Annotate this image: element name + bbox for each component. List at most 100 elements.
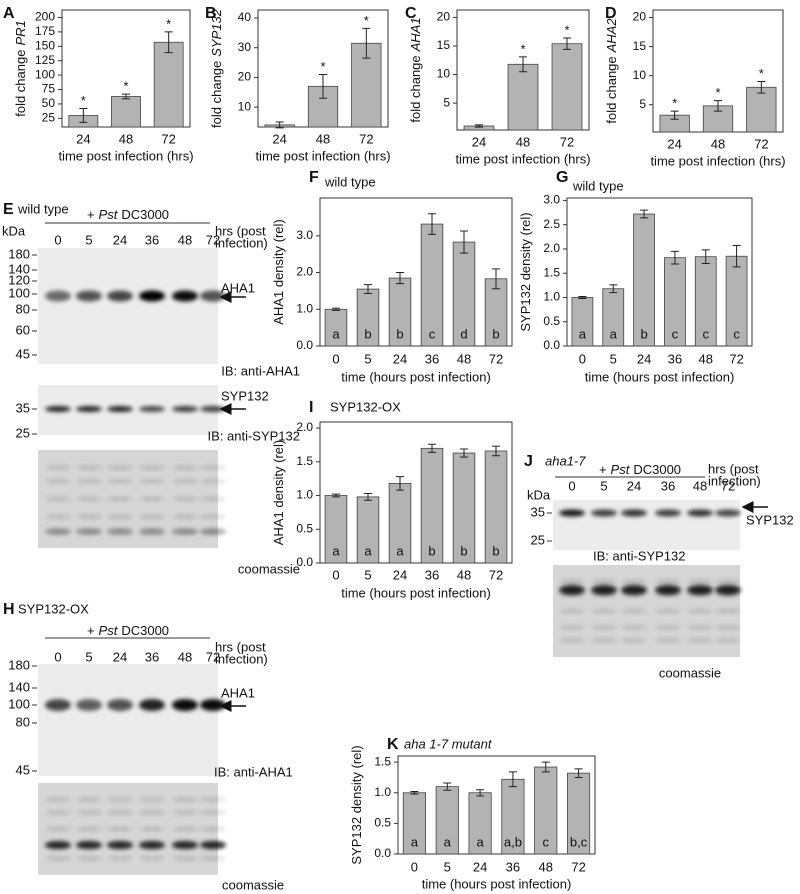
panel-letter: J <box>524 453 533 470</box>
group-letter: a <box>364 543 372 558</box>
significance-mark: * <box>320 59 325 74</box>
lane-label: 5 <box>85 232 92 247</box>
chart-subtitle: SYP132-OX <box>330 399 401 414</box>
band <box>107 290 133 302</box>
error-bar <box>578 296 587 299</box>
y-axis-label-text: fold change <box>13 50 28 117</box>
chart-subtitle: wild type <box>572 178 624 193</box>
y-tick-label: 0.5 <box>296 521 313 535</box>
membrane-caption: IB: anti-SYP132 <box>593 548 686 563</box>
stain-band <box>200 826 226 832</box>
plot-frame <box>319 197 513 347</box>
error-bar <box>640 209 649 219</box>
error-bar <box>519 56 527 73</box>
stain-band <box>45 478 71 484</box>
band <box>45 841 71 849</box>
stain-band <box>45 797 71 803</box>
stain-band <box>139 496 165 502</box>
y-tick-label: 0.0 <box>543 338 560 352</box>
error-bar <box>476 789 485 797</box>
marker-label: 100 <box>8 285 30 300</box>
stain-band <box>621 625 647 631</box>
band <box>715 585 741 595</box>
stain-band <box>107 514 133 520</box>
error-bar <box>362 27 371 59</box>
error-bar <box>460 448 468 458</box>
group-letter: b,c <box>570 834 588 849</box>
band-label: SYP132 <box>746 512 794 527</box>
lane-label: 36 <box>661 478 675 493</box>
time-unit: hrs (post <box>215 639 266 654</box>
y-tick-label: 10 <box>633 68 647 82</box>
x-tick-label: 72 <box>489 351 503 366</box>
x-tick-label: 24 <box>667 136 681 151</box>
y-tick-label: 100 <box>35 67 55 81</box>
marker-label: 45 <box>16 346 30 361</box>
treatment-part: Pst <box>99 623 119 638</box>
treatment-part: Pst <box>99 207 119 222</box>
error-bar <box>364 493 372 501</box>
band <box>139 699 165 711</box>
membrane-caption: IB: anti-AHA1 <box>214 764 293 779</box>
marker-label: 180 <box>8 657 30 672</box>
y-axis-label: fold change SYP132 <box>209 8 224 128</box>
stain-band <box>621 608 647 614</box>
x-tick-label: 24 <box>637 351 651 366</box>
group-letter: b <box>460 543 467 558</box>
stain-band <box>655 637 681 643</box>
group-letter: a <box>476 834 484 849</box>
y-axis-label: AHA1 density (rel) <box>271 440 286 545</box>
group-letter: b <box>492 543 499 558</box>
band-label: SYP132 <box>221 388 269 403</box>
stain-band <box>687 608 713 614</box>
error-bar <box>396 272 404 285</box>
group-letter: b <box>428 543 435 558</box>
band <box>45 290 71 302</box>
marker-label: 35 <box>531 504 545 519</box>
x-tick-label: 48 <box>119 131 133 146</box>
y-tick-label: 125 <box>35 53 55 67</box>
lane-label: 24 <box>627 478 641 493</box>
panel-letter: C <box>405 5 417 22</box>
x-tick-label: 36 <box>506 859 520 874</box>
stain-band <box>139 514 165 520</box>
x-axis-label: time (hours post infection) <box>422 876 572 891</box>
error-bar <box>428 213 436 235</box>
band <box>76 699 102 711</box>
stain-band <box>76 478 102 484</box>
stain-band <box>200 809 226 815</box>
y-tick-label: 1.5 <box>374 754 391 768</box>
band <box>172 406 198 412</box>
y-axis-label-text: SYP132 density (rel) <box>349 745 364 864</box>
x-tick-label: 5 <box>610 351 617 366</box>
stain-band <box>139 826 165 832</box>
stain-band <box>200 465 226 471</box>
group-letter: a <box>444 834 452 849</box>
stain-band <box>45 855 71 861</box>
band <box>591 509 617 517</box>
x-tick-label: 24 <box>393 567 407 582</box>
significance-mark: * <box>715 85 720 100</box>
y-tick-label: 200 <box>35 10 55 24</box>
y-tick-label: 3.0 <box>296 228 313 242</box>
marker-label: 35 <box>16 400 30 415</box>
x-tick-label: 5 <box>364 567 371 582</box>
lane-label: 72 <box>206 232 220 247</box>
x-tick-label: 48 <box>316 131 330 146</box>
y-tick-label: 1.0 <box>296 488 313 502</box>
significance-mark: * <box>123 79 128 94</box>
error-bar <box>332 307 340 311</box>
time-unit: infection) <box>215 235 268 250</box>
x-tick-label: 72 <box>359 131 373 146</box>
stain-band <box>172 465 198 471</box>
treatment-part: DC3000 <box>121 623 169 638</box>
y-tick-label: 2.0 <box>543 241 560 255</box>
error-bar <box>428 443 436 453</box>
band <box>139 529 165 535</box>
marker-label: 80 <box>16 714 30 729</box>
error-bar <box>319 73 327 99</box>
error-bar <box>563 37 571 50</box>
x-tick-label: 5 <box>444 859 451 874</box>
x-tick-label: 24 <box>76 131 90 146</box>
stain-band <box>200 797 226 803</box>
